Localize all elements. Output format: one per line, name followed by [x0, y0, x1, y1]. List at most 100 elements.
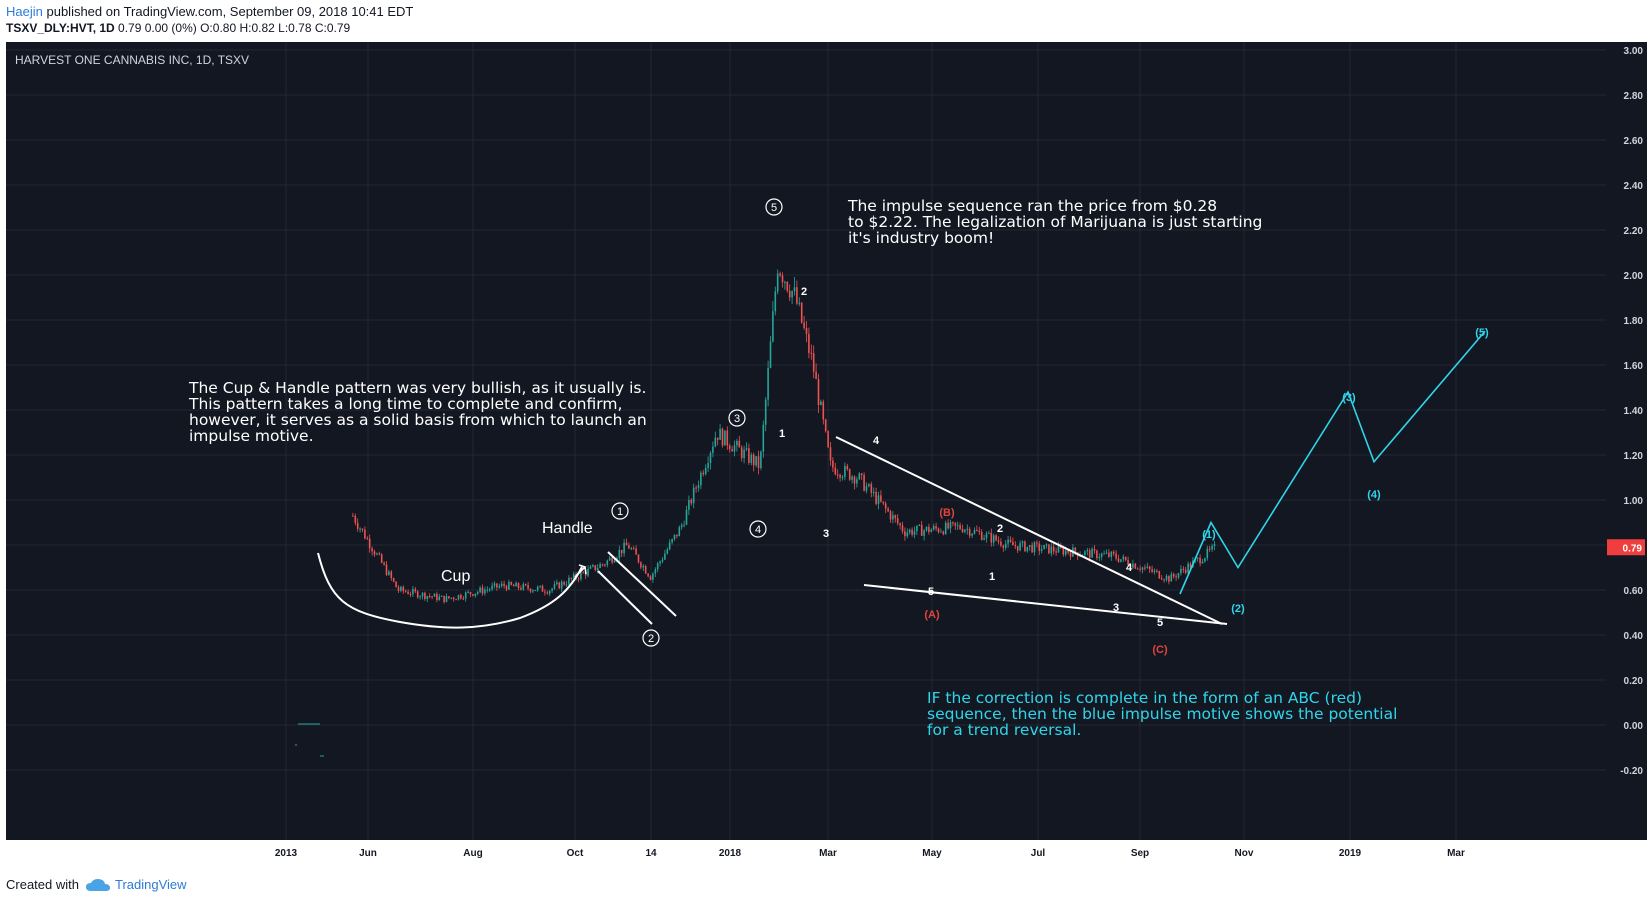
candle-body — [1151, 569, 1153, 572]
candle-body — [695, 487, 697, 489]
candle-body — [908, 529, 911, 533]
candle-body — [376, 553, 378, 555]
candle-body — [388, 571, 390, 575]
candle-body — [397, 587, 400, 591]
candle-body — [944, 522, 947, 535]
candle-body — [1036, 542, 1038, 544]
candle-body — [436, 593, 438, 601]
wave-label: (3) — [1342, 392, 1356, 404]
candle-body — [1158, 571, 1161, 579]
candle-body — [829, 447, 832, 461]
candle-body — [1096, 550, 1098, 559]
candle-body — [841, 476, 844, 478]
candle-body — [532, 590, 534, 592]
candle-body — [1110, 551, 1113, 557]
candle-body — [1031, 545, 1033, 553]
candle-body — [1204, 558, 1206, 562]
author-link[interactable]: Haejin — [6, 4, 43, 19]
candle-body — [980, 532, 983, 540]
candle-body — [431, 596, 433, 598]
candle-body — [781, 275, 784, 283]
candle-body — [1127, 560, 1129, 566]
candle-body — [932, 526, 935, 530]
candle-body — [731, 449, 733, 452]
candle-body — [676, 534, 678, 537]
y-tick-label: 1.60 — [1624, 361, 1644, 372]
candle-body — [392, 578, 395, 582]
candle-body — [642, 566, 645, 568]
candle-body — [764, 399, 767, 425]
candle-body — [678, 527, 681, 537]
candle-body — [892, 515, 894, 520]
wave-label: (1) — [1202, 529, 1216, 541]
candle-body — [1026, 546, 1029, 552]
wave-label: 3 — [823, 528, 829, 540]
y-tick-label: 0.60 — [1624, 586, 1644, 597]
x-tick-label: May — [922, 848, 942, 859]
candle-body — [673, 534, 676, 539]
candle-body — [896, 518, 899, 524]
candle-body — [726, 430, 729, 446]
candle-body — [448, 596, 450, 599]
candle-body — [1153, 570, 1156, 572]
candle-body — [1170, 574, 1173, 582]
candle-body — [911, 529, 913, 535]
candle-body — [757, 456, 760, 468]
wave-label: 2 — [648, 633, 654, 645]
candle-body — [1000, 541, 1002, 546]
candle-body — [364, 529, 366, 539]
candle-body — [462, 598, 465, 600]
candle-body — [553, 584, 556, 589]
candle-body — [1055, 551, 1057, 553]
candle-body — [812, 353, 815, 372]
candle-body — [700, 472, 702, 486]
candle-body — [404, 591, 407, 593]
candle-body — [613, 560, 616, 563]
candle-body — [1086, 550, 1089, 552]
candle-body — [688, 499, 690, 510]
candle-body — [1115, 553, 1117, 559]
tradingview-brand[interactable]: TradingView — [85, 877, 187, 892]
candle-body — [421, 592, 424, 597]
candle-body — [481, 587, 484, 594]
wave-label: (B) — [939, 507, 955, 519]
candle-body — [534, 590, 537, 592]
candle-body — [419, 596, 421, 598]
candle-body — [467, 591, 469, 593]
candle-body — [1004, 543, 1007, 548]
candle-body — [1213, 544, 1216, 546]
wave-label: 5 — [928, 586, 934, 598]
candle-body — [596, 567, 599, 571]
candle-body — [918, 524, 921, 526]
wedge-support — [863, 584, 1228, 625]
candle-body — [361, 528, 364, 530]
candle-body — [368, 538, 371, 549]
candle-body — [664, 553, 666, 560]
cup-curve — [317, 552, 583, 629]
candle-body — [1182, 568, 1185, 570]
candle-body — [923, 530, 925, 536]
candle-body — [457, 594, 460, 600]
candle-body — [582, 572, 585, 574]
candle-body — [928, 526, 930, 533]
brand-name: TradingView — [114, 877, 187, 892]
wave-label: 1 — [779, 428, 785, 440]
candle-body — [414, 589, 417, 592]
candle-body — [853, 476, 856, 484]
candle-body — [815, 371, 817, 380]
candle-body — [1012, 541, 1014, 546]
candle-body — [572, 573, 575, 579]
candle-body — [508, 581, 510, 590]
candle-body — [740, 447, 743, 459]
candle-body — [1098, 557, 1101, 559]
candle-body — [644, 566, 647, 574]
candle-body — [563, 581, 565, 585]
candle-body — [1069, 552, 1072, 557]
candle-body — [445, 596, 448, 602]
candle-body — [356, 522, 359, 529]
candle-body — [546, 592, 549, 594]
candle-body — [796, 287, 798, 304]
candle-body — [952, 522, 954, 524]
candle-body — [1206, 548, 1209, 559]
